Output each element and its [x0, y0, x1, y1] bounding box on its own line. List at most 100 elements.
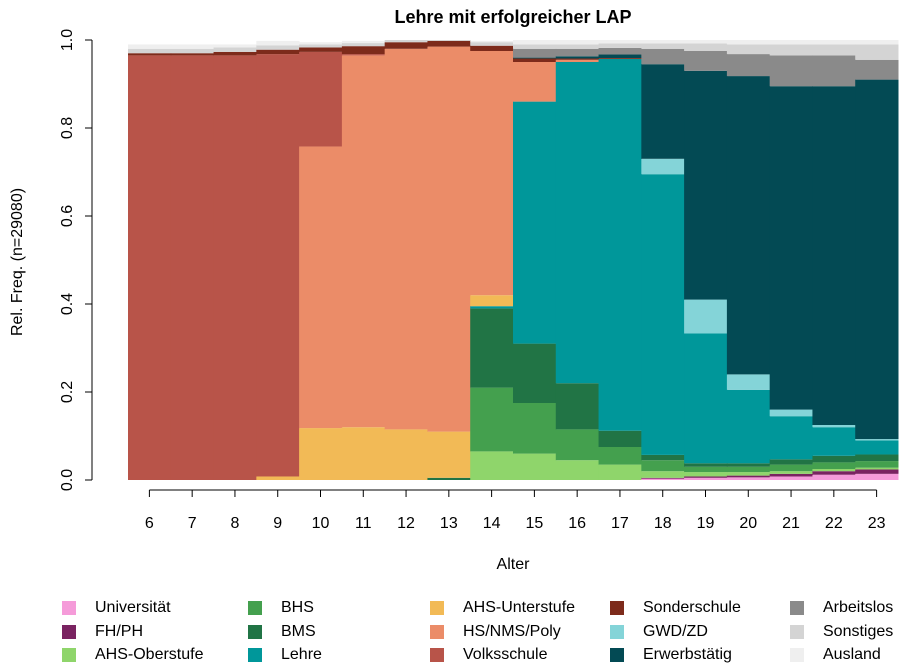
segment: [684, 463, 728, 467]
segment: [812, 471, 856, 475]
segment: [256, 476, 300, 480]
legend-label: HS/NMS/Poly: [463, 623, 561, 640]
segment: [555, 58, 600, 60]
x-tick-label: 8: [230, 515, 239, 532]
segment: [513, 343, 557, 403]
segment: [684, 51, 728, 71]
legend-label: Arbeitslos: [823, 599, 893, 616]
legend-swatch: [248, 625, 262, 639]
segment: [555, 44, 600, 49]
segment: [726, 466, 771, 473]
segment: [513, 57, 557, 59]
segment: [128, 48, 172, 54]
legend-swatch: [790, 648, 804, 662]
segment: [855, 473, 899, 480]
segment: [555, 56, 600, 59]
x-tick-label: 14: [483, 515, 501, 532]
legend-swatch: [610, 648, 624, 662]
segment: [598, 464, 642, 480]
segment: [641, 471, 685, 478]
segment: [726, 54, 771, 77]
segment: [341, 43, 386, 47]
segment: [726, 389, 771, 464]
segment: [128, 44, 172, 49]
x-tick-label: 23: [868, 515, 886, 532]
segment: [769, 40, 813, 45]
segment: [427, 46, 471, 432]
segment: [769, 44, 813, 56]
segment: [299, 146, 343, 429]
segment: [812, 425, 856, 428]
segment: [726, 40, 771, 45]
segment: [812, 462, 856, 469]
segment: [684, 477, 728, 480]
segment: [641, 477, 685, 479]
segment: [299, 44, 343, 48]
segment: [684, 476, 728, 478]
segment: [769, 459, 813, 465]
segment: [470, 295, 514, 307]
legend-swatch: [62, 601, 76, 615]
segment: [726, 76, 771, 375]
segment: [769, 471, 813, 474]
legend-swatch: [610, 601, 624, 615]
x-tick-label: 7: [188, 515, 197, 532]
segment: [256, 45, 300, 50]
segment: [555, 62, 600, 384]
legend-label: AHS-Unterstufe: [463, 599, 575, 616]
segment: [598, 54, 642, 59]
segment: [384, 42, 428, 49]
segment: [427, 40, 471, 41]
segment: [641, 478, 685, 480]
segment: [513, 403, 557, 454]
segment: [598, 40, 642, 44]
segment: [470, 308, 514, 388]
segment: [812, 44, 856, 56]
segment: [341, 40, 386, 44]
segment: [256, 54, 300, 477]
segment: [641, 40, 685, 44]
x-tick-label: 21: [782, 515, 800, 532]
segment: [513, 453, 557, 480]
x-tick-label: 10: [312, 515, 330, 532]
segment: [769, 416, 813, 460]
x-tick-label: 22: [825, 515, 843, 532]
segment: [470, 387, 514, 452]
x-tick-label: 9: [273, 515, 282, 532]
segment: [256, 40, 300, 46]
segment: [128, 53, 172, 56]
legend-label: Ausland: [823, 646, 881, 663]
segment: [855, 454, 899, 462]
segment: [641, 158, 685, 175]
legend-swatch: [610, 625, 624, 639]
segment: [170, 53, 215, 56]
segment: [470, 51, 514, 296]
segment: [641, 460, 685, 472]
x-tick-label: 19: [697, 515, 715, 532]
segment: [641, 64, 685, 159]
segment: [299, 428, 343, 480]
segment: [513, 48, 557, 58]
x-tick-label: 12: [397, 515, 415, 532]
segment: [726, 472, 771, 476]
segment: [812, 469, 856, 472]
segment: [641, 454, 685, 461]
segment: [341, 427, 386, 480]
x-tick-label: 6: [145, 515, 154, 532]
segment: [598, 43, 642, 48]
legend-swatch: [430, 601, 444, 615]
x-axis-label: Alter: [497, 556, 531, 573]
segment: [598, 430, 642, 447]
y-tick-label: 1.0: [59, 29, 76, 51]
legend-swatch: [248, 601, 262, 615]
legend-label: FH/PH: [95, 623, 143, 640]
legend-swatch: [430, 625, 444, 639]
segment: [726, 44, 771, 55]
y-tick-label: 0.4: [59, 293, 76, 315]
segment: [855, 469, 899, 474]
x-tick-label: 18: [654, 515, 672, 532]
legend-swatch: [62, 648, 76, 662]
legend-swatch: [790, 625, 804, 639]
legend-label: Volksschule: [463, 646, 548, 663]
segment: [812, 55, 856, 87]
